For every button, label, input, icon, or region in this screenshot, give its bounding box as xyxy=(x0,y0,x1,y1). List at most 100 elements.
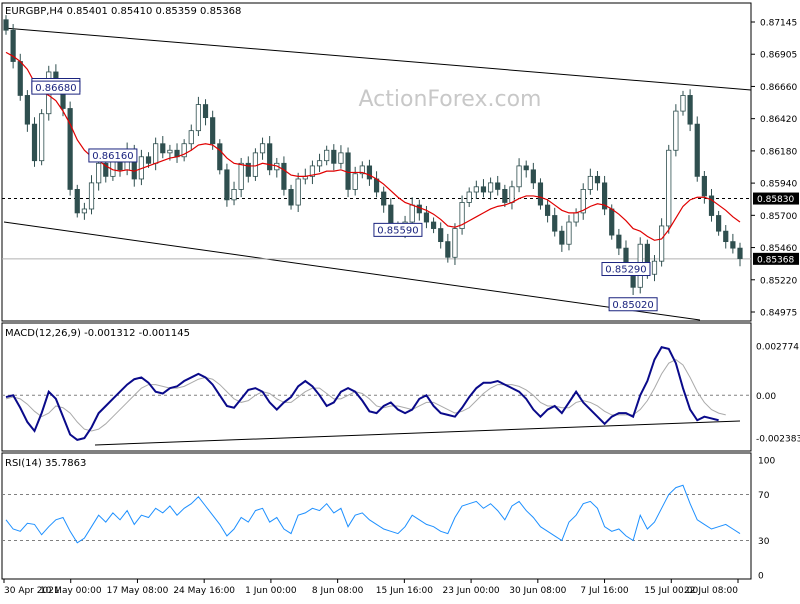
candle-body xyxy=(559,230,565,245)
rsi-line xyxy=(5,484,741,544)
candle-body xyxy=(438,228,444,243)
candle-body xyxy=(487,182,494,193)
price-panel-frame xyxy=(1,2,752,322)
x-tick-label: 24 May 16:00 xyxy=(173,586,235,596)
candle-body xyxy=(373,178,380,193)
candle-body xyxy=(680,95,686,112)
x-tick-label: 30 Apr 2021 xyxy=(4,586,60,596)
macd-main-line xyxy=(5,345,719,441)
macd-signal-line xyxy=(5,359,726,432)
macd-trend-line xyxy=(94,420,741,446)
rsi-y-tick-label: 30 xyxy=(758,537,770,547)
annotation-label: 0.86160 xyxy=(92,151,133,162)
annotation-box xyxy=(608,297,658,312)
candle-body xyxy=(537,182,544,206)
candle-body xyxy=(594,175,601,184)
y-tick-label: 0.87145 xyxy=(760,19,797,29)
macd-y-tick-label: 0.002774 xyxy=(756,342,799,352)
candle-body xyxy=(723,230,729,243)
y-tick-label: 0.84975 xyxy=(760,309,797,319)
watermark: ActionForex.com xyxy=(359,87,542,112)
candle-body xyxy=(694,123,700,177)
candle-body xyxy=(580,189,586,214)
x-tick-label: 15 Jun 16:00 xyxy=(376,586,433,596)
ma-line xyxy=(5,51,741,241)
macd-panel-title: MACD(12,26,9) -0.001312 -0.001145 xyxy=(5,328,190,339)
candle-body xyxy=(737,247,743,259)
candle-body xyxy=(466,191,472,203)
candle-body xyxy=(217,143,223,171)
candle-body xyxy=(359,165,365,175)
y-tick-label: 0.85940 xyxy=(760,180,797,190)
candle-body xyxy=(3,19,9,31)
candle-body xyxy=(701,175,707,197)
candle-body xyxy=(587,175,593,190)
candle-body xyxy=(473,186,479,193)
y-tick-label: 0.85220 xyxy=(760,276,797,286)
annotation-box xyxy=(88,148,138,163)
candle-body xyxy=(259,143,266,154)
candle-body xyxy=(452,228,458,258)
candle-body xyxy=(309,165,316,177)
rsi-y-tick-label: 0 xyxy=(758,572,764,582)
candle-body xyxy=(288,189,294,206)
candle-body xyxy=(480,186,487,193)
macd-y-tick-label: -0.002383 xyxy=(756,434,800,444)
candle-body xyxy=(651,260,658,275)
level-price-tag xyxy=(753,192,799,205)
candle-body xyxy=(338,152,344,164)
level-price-tag xyxy=(753,252,799,265)
candle-body xyxy=(352,173,358,190)
x-tick-label: 17 May 08:00 xyxy=(107,586,169,596)
candle-body xyxy=(445,241,451,258)
x-tick-label: 22 Jul 08:00 xyxy=(684,586,738,596)
price-annotations: 0.867000.855900.852900.861600.850200.866… xyxy=(31,78,658,312)
candle-body xyxy=(160,143,166,154)
candle-body xyxy=(345,152,351,190)
rsi-y-tick-label: 70 xyxy=(758,491,770,501)
annotation-label: 0.85020 xyxy=(612,300,653,311)
candle-body xyxy=(381,191,387,206)
candle-body xyxy=(281,162,287,190)
candle-body xyxy=(188,130,194,145)
candle-body xyxy=(659,225,665,262)
candle-body xyxy=(530,169,536,184)
price-panel-title: EURGBP,H4 0.85401 0.85410 0.85359 0.8536… xyxy=(5,6,241,17)
macd-lines xyxy=(2,345,751,441)
x-tick-label: 10 May 00:00 xyxy=(40,586,102,596)
candle-body xyxy=(145,156,152,164)
annotation-label: 0.85590 xyxy=(377,225,418,236)
upper-channel-line xyxy=(3,27,752,91)
x-tick-label: 8 Jun 08:00 xyxy=(312,586,364,596)
x-tick-label: 23 Jun 00:00 xyxy=(442,586,499,596)
candle-body xyxy=(502,189,508,203)
x-tick-label: 30 Jun 08:00 xyxy=(509,586,566,596)
candle-body xyxy=(666,149,672,227)
candle-body xyxy=(295,178,301,206)
candle-body xyxy=(24,95,30,125)
candle-body xyxy=(459,202,465,229)
candle-body xyxy=(566,221,572,245)
y-tick-label: 0.86420 xyxy=(760,115,797,125)
y-tick-label: 0.85460 xyxy=(760,244,797,254)
candle-body xyxy=(616,234,622,249)
candle-body xyxy=(224,169,230,201)
candle-body xyxy=(210,117,216,145)
moving-average xyxy=(5,51,741,241)
candle-body xyxy=(544,204,551,216)
y-axis-labels: 0.87145 0.86905 0.86660 0.86420 0.86180 0.859… xyxy=(751,19,800,582)
candle-body xyxy=(238,162,244,190)
candle-body xyxy=(245,162,251,177)
candle-body xyxy=(74,189,80,214)
annotation-box xyxy=(601,262,651,277)
candle-body xyxy=(552,215,558,232)
candle-body xyxy=(730,241,736,249)
candle-body xyxy=(716,215,722,232)
candle-body xyxy=(516,165,522,188)
candle-body xyxy=(10,29,16,62)
macd-y-tick-label: 0.00 xyxy=(756,392,776,402)
x-tick-label: 1 Jun 00:00 xyxy=(245,586,297,596)
